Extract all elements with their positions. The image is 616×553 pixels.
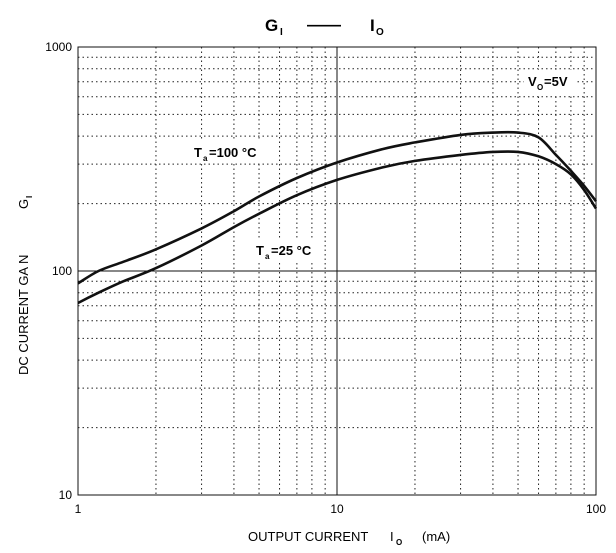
condition-bg bbox=[524, 70, 576, 94]
label-ta-25-bg bbox=[253, 238, 321, 260]
label-ta-25-sub: a bbox=[265, 252, 270, 261]
title-io-sub: O bbox=[376, 27, 384, 38]
label-ta-100: T a =100 °C bbox=[190, 141, 270, 163]
ylabel-text: DC CURRENT GA N bbox=[16, 255, 31, 375]
xlabel-text: OUTPUT CURRENT bbox=[248, 529, 368, 544]
ylabel-symbol: G bbox=[16, 199, 31, 209]
condition-label: V O =5V bbox=[524, 70, 576, 94]
xlabel-unit: (mA) bbox=[422, 529, 450, 544]
y-tick-label: 100 bbox=[52, 264, 72, 278]
condition-rest: =5V bbox=[544, 74, 568, 89]
series-group bbox=[77, 130, 598, 305]
label-ta-25-rest: =25 °C bbox=[271, 243, 312, 258]
ylabel-symbol-sub: I bbox=[25, 196, 34, 198]
label-ta-100-bg bbox=[190, 141, 270, 163]
y-tick-label: 1000 bbox=[45, 40, 72, 54]
plot-frame bbox=[77, 46, 597, 496]
x-tick-label: 100 bbox=[586, 502, 606, 516]
label-ta-100-main: T bbox=[194, 145, 202, 160]
title-io: I bbox=[370, 16, 375, 35]
x-axis-label: OUTPUT CURRENT I O (mA) bbox=[248, 529, 450, 547]
label-ta-25: T a =25 °C bbox=[253, 238, 321, 261]
x-tick-label: 1 bbox=[75, 502, 82, 516]
series-line-ta-25 bbox=[77, 150, 598, 305]
chart-title: G I —— I O bbox=[265, 15, 384, 38]
condition-sub: O bbox=[537, 83, 543, 92]
y-tick-label: 10 bbox=[59, 488, 73, 502]
title-gi: G bbox=[265, 16, 278, 35]
xlabel-symbol-sub: O bbox=[396, 538, 402, 547]
y-axis-label: DC CURRENT GA N G I bbox=[16, 196, 34, 375]
label-ta-100-rest: =100 °C bbox=[209, 145, 257, 160]
label-ta-100-sub: a bbox=[203, 154, 208, 163]
xlabel-symbol: I bbox=[390, 529, 394, 544]
title-separator: —— bbox=[307, 15, 341, 34]
grid bbox=[77, 46, 597, 496]
label-ta-25-main: T bbox=[256, 243, 264, 258]
title-gi-sub: I bbox=[280, 27, 283, 38]
series-line-ta-100 bbox=[77, 130, 598, 285]
condition-main: V bbox=[528, 74, 537, 89]
x-tick-label: 10 bbox=[330, 502, 344, 516]
